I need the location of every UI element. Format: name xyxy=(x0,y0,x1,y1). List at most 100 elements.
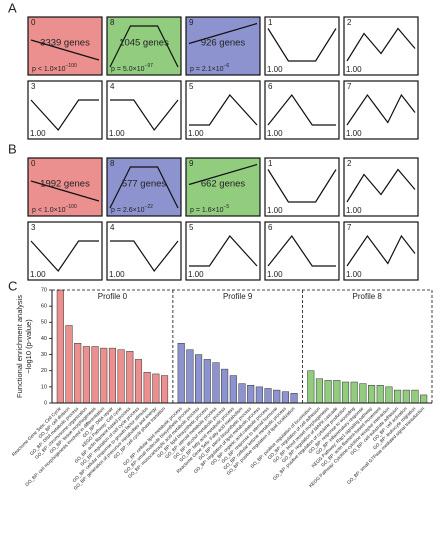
profile-box xyxy=(264,16,340,76)
profile-line xyxy=(346,234,416,267)
bar xyxy=(281,391,289,404)
profile-id: 4 xyxy=(110,82,115,91)
profile-id: 1 xyxy=(268,18,273,27)
p-value: p < 1.0×10−100 xyxy=(32,63,77,73)
bar xyxy=(238,383,246,404)
profile-id: 5 xyxy=(189,82,194,91)
bar xyxy=(203,359,211,404)
bar xyxy=(333,380,341,404)
profile-line xyxy=(267,28,337,62)
profile-box xyxy=(343,221,419,281)
profile-line xyxy=(346,27,416,62)
bar xyxy=(91,346,99,404)
p-value-exponent: −5 xyxy=(223,204,229,210)
gene-count: 662 genes xyxy=(201,179,246,190)
bar xyxy=(82,346,90,404)
p-value-exponent: −22 xyxy=(144,204,153,210)
profile-id: 0 xyxy=(31,159,36,168)
profile-line xyxy=(189,235,258,267)
profile-line xyxy=(30,180,100,202)
profile-id: 3 xyxy=(31,82,36,91)
profile-id: 4 xyxy=(110,223,115,232)
profile-line xyxy=(346,168,416,203)
gene-count: 926 genes xyxy=(201,38,246,49)
profile-id: 5 xyxy=(189,223,194,232)
profile-line xyxy=(188,22,258,45)
bar xyxy=(273,389,281,404)
panel-label: C xyxy=(8,278,17,293)
profile-scale: 1.00 xyxy=(267,270,283,279)
profile-id: 3 xyxy=(31,223,36,232)
p-value-exponent: −6 xyxy=(223,63,229,69)
bar xyxy=(177,343,185,404)
bar xyxy=(229,375,237,404)
profile-scale: 1.00 xyxy=(267,65,283,74)
profile-line xyxy=(346,93,416,126)
bar xyxy=(350,381,358,404)
p-value-base: p < 1.0×10 xyxy=(32,207,66,214)
bar xyxy=(74,343,82,404)
profile-line xyxy=(267,234,336,267)
bar xyxy=(376,384,384,404)
bar xyxy=(212,362,220,404)
group-label: Profile 9 xyxy=(223,292,253,301)
p-value-exponent: −97 xyxy=(144,63,153,69)
y-axis-label: Functional enrichment analysis xyxy=(15,295,24,398)
profile-line xyxy=(30,39,100,61)
profile-id: 7 xyxy=(347,223,352,232)
bar xyxy=(402,389,410,404)
p-value: p < 1.0×10−100 xyxy=(32,204,77,214)
y-tick-label: 70 xyxy=(41,287,47,293)
bar xyxy=(56,289,64,404)
bar xyxy=(160,375,169,404)
y-tick-label: 10 xyxy=(41,384,47,390)
gene-count: 577 genes xyxy=(122,179,167,190)
bar xyxy=(108,347,116,404)
y-tick-label: 60 xyxy=(41,304,47,310)
profile-scale: 1.00 xyxy=(346,65,362,74)
profile-id: 0 xyxy=(31,18,36,27)
panel-label: A xyxy=(8,0,17,15)
profile-id: 9 xyxy=(189,18,194,27)
profile-line xyxy=(189,94,258,126)
bar xyxy=(385,386,393,404)
p-value: p = 2.1×10−6 xyxy=(190,63,229,73)
profile-line xyxy=(267,93,336,126)
profile-box xyxy=(185,80,261,140)
panel-label: B xyxy=(8,141,17,156)
bar xyxy=(420,394,428,404)
group-label: Profile 0 xyxy=(98,292,128,301)
p-value: p = 2.6×10−22 xyxy=(111,204,153,214)
p-value-exponent: −100 xyxy=(65,63,76,69)
bar xyxy=(255,386,263,404)
profile-line xyxy=(30,240,99,272)
profile-scale: 1.00 xyxy=(109,129,125,138)
gene-count: 3339 genes xyxy=(40,38,90,49)
bar xyxy=(264,388,272,404)
bar xyxy=(117,349,125,404)
bar xyxy=(324,380,332,404)
bar xyxy=(152,373,160,404)
p-value-base: p = 5.0×10 xyxy=(111,66,145,73)
profile-box xyxy=(106,16,182,76)
y-tick-label: 0 xyxy=(44,400,47,406)
profile-scale: 1.00 xyxy=(346,129,362,138)
bar xyxy=(247,384,255,404)
profile-box xyxy=(27,16,103,76)
profile-line xyxy=(110,240,179,273)
bar xyxy=(126,351,134,404)
profile-box xyxy=(343,80,419,140)
profile-id: 2 xyxy=(347,159,352,168)
bar xyxy=(143,372,151,404)
gene-count: 1992 genes xyxy=(40,179,90,190)
profile-id: 6 xyxy=(268,82,273,91)
bar xyxy=(195,354,203,404)
y-tick-label: 30 xyxy=(41,352,47,358)
profile-box xyxy=(185,221,261,281)
bar xyxy=(394,389,402,404)
p-value-base: p = 2.1×10 xyxy=(190,66,224,73)
profile-scale: 1.00 xyxy=(188,129,204,138)
y-axis-label: −log10 (p-value) xyxy=(24,319,33,374)
profile-scale: 1.00 xyxy=(346,270,362,279)
